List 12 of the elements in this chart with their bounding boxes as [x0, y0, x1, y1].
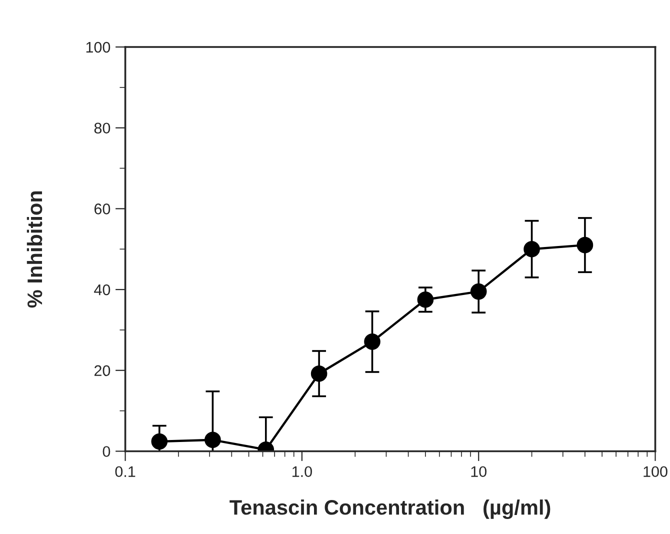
y-tick-label: 0	[102, 446, 110, 457]
y-tick-label: 40	[94, 284, 110, 296]
x-tick-label: 10	[471, 466, 487, 478]
y-tick-label: 60	[94, 204, 110, 214]
y-axis-title: % Inhibition	[26, 191, 42, 308]
x-tick-label: 0.1	[115, 466, 136, 478]
y-tick-label: 80	[94, 122, 110, 134]
y-tick-label: 100	[86, 42, 110, 53]
x-tick-label: 1.0	[292, 466, 312, 478]
x-tick-label: 100	[644, 466, 668, 478]
x-axis-title: Tenascin Concentration (µg/ml)	[230, 500, 550, 520]
y-tick-label: 20	[94, 365, 110, 376]
